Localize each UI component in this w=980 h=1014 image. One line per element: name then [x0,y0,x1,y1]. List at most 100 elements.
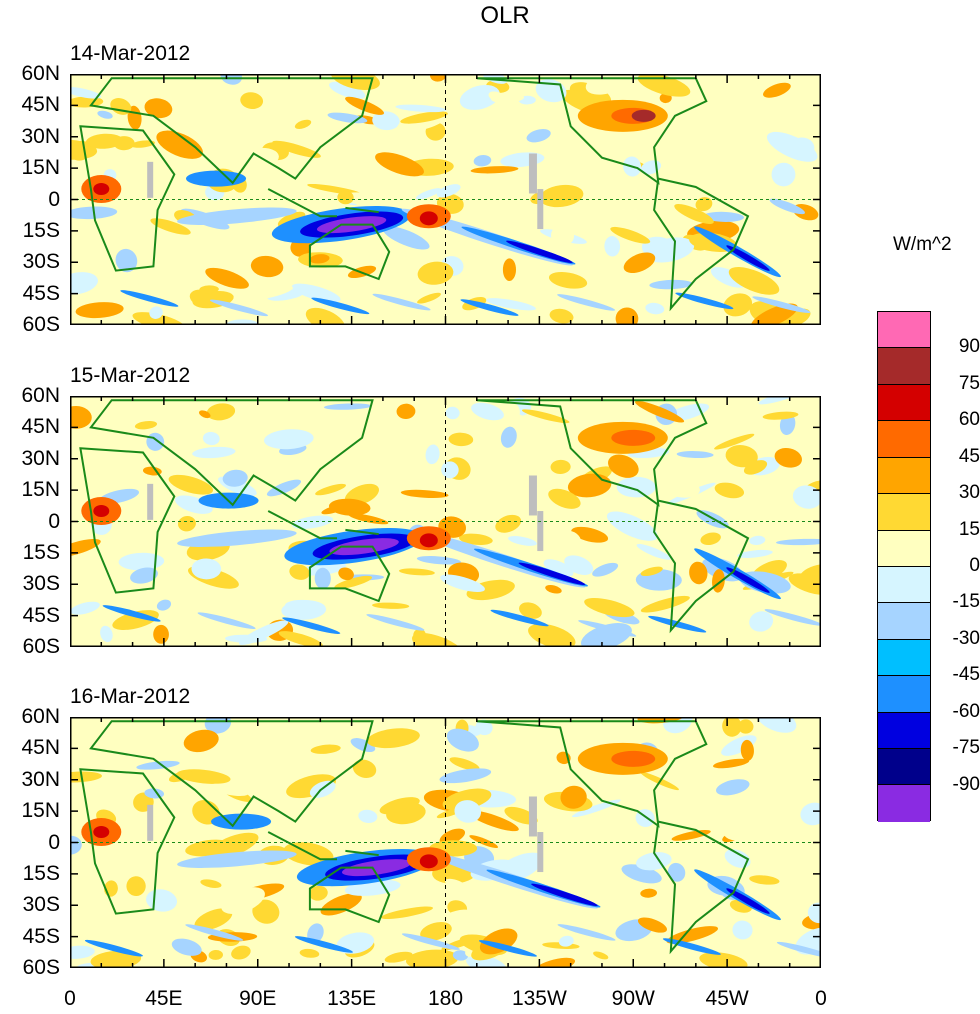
dry-anomaly [419,533,438,548]
olr-anomaly-blob [221,887,265,914]
missing-data [537,832,544,873]
olr-anomaly-blob [548,488,581,509]
lat-tick-label: 45S [22,281,60,305]
olr-anomaly-blob [774,447,803,468]
lat-tick-label: 45N [21,415,60,439]
coastline [89,77,374,185]
olr-anomaly-blob [350,565,391,576]
olr-anomaly-blob [90,950,142,968]
missing-data [528,475,537,516]
olr-anomaly-blob [75,302,124,319]
lat-tick-label: 30S [22,250,60,274]
lon-tick-label: 180 [427,987,464,1010]
olr-anomaly-blob [291,283,341,303]
olr-anomaly-blob [558,935,574,947]
olr-anomaly-blob [551,224,575,247]
olr-anomaly-blob [545,584,562,594]
olr-anomaly-blob [97,110,113,119]
coastline [308,545,391,603]
olr-anomaly-blob [153,624,169,644]
olr-anomaly-blob [610,226,651,244]
dry-anomaly [419,854,438,869]
spcz-band [531,883,598,906]
olr-anomaly-blob [723,825,755,841]
convection-blob [341,859,412,877]
olr-anomaly-blob [737,549,773,558]
lat-tick-label: 45S [22,603,60,627]
olr-anomaly-blob [177,850,297,868]
olr-anomaly-blob [439,768,492,784]
colorbar-level-label: 45 [958,445,980,467]
olr-anomaly-blob [144,98,173,119]
colorbar-segment [878,384,930,422]
olr-anomaly-blob [723,293,753,317]
olr-anomaly-blob [592,562,619,577]
colorbar-segment [878,639,930,677]
olr-anomaly-blob [310,744,341,754]
olr-anomaly-blob [640,566,663,577]
lat-tick-label: 30N [21,767,60,791]
coastline [653,820,750,955]
olr-anomaly-blob [649,279,693,290]
olr-anomaly-blob [416,556,462,565]
olr-anomaly-blob [202,431,220,446]
olr-anomaly-blob [238,147,279,169]
missing-data [147,161,154,198]
olr-anomaly-blob [375,152,424,177]
olr-anomaly-blob [380,906,433,920]
olr-anomaly-blob [425,444,440,465]
olr-anomaly-blob [70,945,95,959]
olr-anomaly-blob [756,717,797,733]
olr-anomaly-blob [240,92,264,110]
olr-anomaly-blob [299,948,320,958]
olr-anomaly-blob [396,403,416,420]
olr-anomaly-blob [700,532,721,546]
olr-anomaly-blob [208,950,223,960]
olr-anomaly-blob [386,76,417,94]
olr-anomaly-blob [616,476,656,498]
lat-tick-label: 30S [22,893,60,917]
colorbar [877,311,931,822]
olr-anomaly-blob [726,567,770,593]
olr-anomaly-blob [220,74,243,85]
olr-anomaly-blob [640,888,658,898]
olr-anomaly-blob [623,252,656,273]
lat-tick-label: 15S [22,218,60,242]
olr-anomaly-blob [400,489,449,499]
olr-anomaly-blob [473,154,492,167]
olr-anomaly-blob [446,728,479,752]
olr-anomaly-blob [521,104,547,124]
olr-anomaly-blob [199,410,211,419]
colorbar-level-label: 15 [958,518,980,540]
olr-anomaly-blob [651,528,677,546]
olr-anomaly-blob [675,292,734,310]
olr-anomaly-blob [177,207,297,225]
olr-anomaly-blob [329,81,366,99]
olr-anomaly-blob [118,552,165,571]
olr-anomaly-blob [400,111,448,124]
olr-anomaly-blob [342,918,375,931]
olr-anomaly-blob [194,908,233,931]
coastline [79,768,176,915]
olr-anomaly-blob [560,785,587,809]
olr-anomaly-blob [395,104,447,113]
olr-anomaly-blob [115,248,138,273]
coastline [308,866,391,924]
olr-anomaly-blob [93,826,110,839]
olr-anomaly-blob [209,299,268,317]
olr-anomaly-blob [571,799,621,818]
colorbar-segment [878,785,930,822]
olr-anomaly-blob [222,469,248,487]
lat-tick-label: 45N [21,736,60,760]
panel-date-label: 15-Mar-2012 [70,364,191,387]
olr-anomaly-blob [715,779,750,796]
coastline [89,720,374,828]
olr-anomaly-blob [311,297,370,315]
olr-anomaly-blob [444,878,467,890]
olr-anomaly-blob [309,885,328,901]
missing-data [537,189,544,230]
olr-anomaly-blob [771,162,796,187]
olr-anomaly-blob [85,133,123,149]
olr-anomaly-blob [490,609,549,627]
olr-anomaly-blob [454,800,482,823]
